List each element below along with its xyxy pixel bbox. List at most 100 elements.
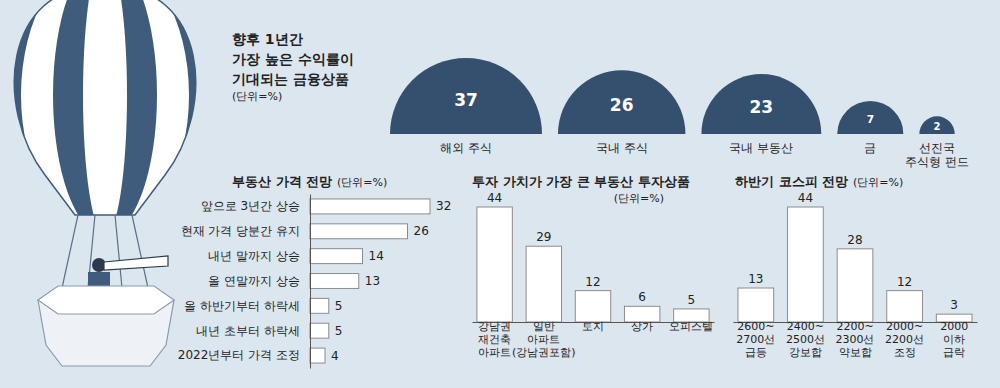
tick-label: 상가	[631, 320, 653, 333]
semicircle	[701, 74, 821, 134]
bar	[575, 291, 610, 322]
text-line: 기대되는 금융상품	[232, 71, 349, 87]
tick-label: 2000~2200선조정	[885, 320, 924, 359]
tick: 토지	[582, 320, 604, 333]
tick: 2200~2300선약보합	[836, 320, 875, 359]
basket-rim	[38, 286, 174, 314]
tick: 올 연말까지 상승	[208, 274, 300, 288]
bars	[477, 207, 709, 322]
bar-chart: 하반기 코스피 전망(단위=%)1344281232600~2700선급등240…	[734, 174, 978, 359]
data-label: 12	[897, 275, 912, 289]
tick: 2000~2200선조정	[885, 320, 924, 359]
data-label: 6	[638, 290, 646, 304]
text-line: (강남권포함)	[512, 346, 576, 359]
data-label: 37	[454, 90, 478, 110]
tick-label: 일반아파트(강남권포함)	[512, 320, 576, 359]
text-line: 2200~	[836, 320, 873, 333]
axis: 2600~2700선급등 2400~2500선강보합 2200~2300선약보합 20…	[734, 320, 978, 359]
bar	[788, 207, 824, 322]
text-line: 오피스텔	[669, 320, 713, 333]
tick-label: 내년 초부터 하락세	[196, 324, 300, 338]
chart-title: 투자 가치가 가장 큰 부동산 투자상품	[472, 174, 690, 189]
text-line: 2200선	[885, 333, 924, 346]
tick: 현재 가격 당분간 유지	[181, 224, 300, 238]
tick-label: 오피스텔	[669, 320, 713, 333]
text-line: 국내 부동산	[729, 141, 793, 155]
text-line: 2300선	[836, 333, 875, 346]
tick: 2400~2500선강보합	[786, 320, 825, 359]
text-line: 일반	[533, 320, 555, 333]
data-label: 29	[536, 230, 551, 244]
balloon-stripe	[0, 0, 223, 235]
balloon-stripe	[21, 0, 189, 235]
tick: 올 하반기부터 하락세	[184, 299, 300, 313]
text-line: 주식형 펀드	[905, 155, 969, 169]
text-line: 2400~	[787, 320, 824, 333]
tick: 2000이하급락	[940, 320, 968, 359]
data-label: 13	[365, 274, 380, 288]
data-label: 26	[610, 95, 634, 115]
bar	[477, 207, 512, 322]
semicircle	[558, 70, 685, 134]
balloon-outline	[14, 0, 195, 215]
data-label: 13	[748, 272, 763, 286]
text-line: 조정	[894, 346, 916, 359]
subtitle-text: (단위=%)	[853, 176, 903, 189]
data-label: 12	[585, 275, 600, 289]
tick: 내년 초부터 하락세	[196, 324, 300, 338]
text-line: 해외 주식	[440, 141, 492, 155]
text-line: 이하	[943, 333, 965, 346]
telescope	[104, 256, 168, 270]
balloon-rope	[62, 215, 78, 288]
bar	[310, 249, 363, 264]
text-line: 금	[864, 141, 876, 155]
data-label: 5	[335, 299, 343, 313]
data-label: 2	[934, 121, 941, 132]
tick-label: 2400~2500선강보합	[786, 320, 825, 359]
text-line: 2000	[940, 320, 968, 333]
tick-label: 2600~2700선급등	[736, 320, 775, 359]
data-labels: 44291265	[487, 191, 695, 307]
balloon-stripe	[53, 0, 157, 235]
semicircle	[837, 101, 903, 134]
tick: 2022년부터 가격 조정	[178, 348, 300, 362]
semicircle	[919, 116, 954, 134]
chart-subtitle: (단위=%)	[614, 192, 664, 205]
chart-subtitle: (단위=%)	[232, 90, 282, 103]
text-line: 상가	[631, 320, 653, 333]
text-line: 재건축	[478, 333, 511, 346]
semicircle-chart: 향후 1년간가장 높은 수익률이기대되는 금융상품 (단위=%) 37 해외 주식 26…	[232, 31, 969, 169]
bars	[310, 199, 430, 363]
text-line: 강남권	[478, 320, 511, 333]
tick-label: 현재 가격 당분간 유지	[181, 224, 300, 238]
tick-label: 2200~2300선약보합	[836, 320, 875, 359]
tick: 강남권재건축아파트	[478, 320, 511, 359]
text-line: 국내 주식	[596, 141, 648, 155]
bar	[310, 323, 329, 338]
data-label: 5	[335, 324, 343, 338]
bar	[310, 348, 325, 363]
data-label: 14	[369, 249, 384, 263]
title-text: 투자 가치가 가장 큰 부동산 투자상품	[472, 174, 690, 189]
chart-title: 부동산 가격 전망(단위=%)	[232, 174, 387, 189]
tick-label: 2022년부터 가격 조정	[178, 348, 300, 362]
text-line: 토지	[582, 320, 604, 333]
data-labels: 134428123	[748, 191, 958, 312]
text-line: 2600~	[737, 320, 774, 333]
text-line: 향후 1년간	[232, 31, 303, 47]
bar-chart: 부동산 가격 전망(단위=%)32261413554앞으로 3년간 상승현재 가…	[178, 174, 451, 369]
chart-title: 향후 1년간가장 높은 수익률이기대되는 금융상품	[232, 31, 354, 87]
text-line: 약보합	[839, 346, 872, 359]
axis: 강남권재건축아파트일반아파트(강남권포함)토지상가오피스텔	[473, 320, 715, 359]
bar	[738, 288, 774, 322]
data-label: 32	[436, 199, 451, 213]
tick: 내년 말까지 상승	[208, 249, 300, 263]
tick-label: 2000이하급락	[940, 320, 968, 359]
tick: 일반아파트(강남권포함)	[512, 320, 576, 359]
text-line: 급등	[745, 346, 767, 359]
bar	[310, 199, 430, 214]
bar	[310, 274, 359, 289]
data-label: 3	[950, 298, 958, 312]
text-line: 아파트	[527, 333, 560, 346]
tick-label: 올 하반기부터 하락세	[184, 299, 300, 313]
